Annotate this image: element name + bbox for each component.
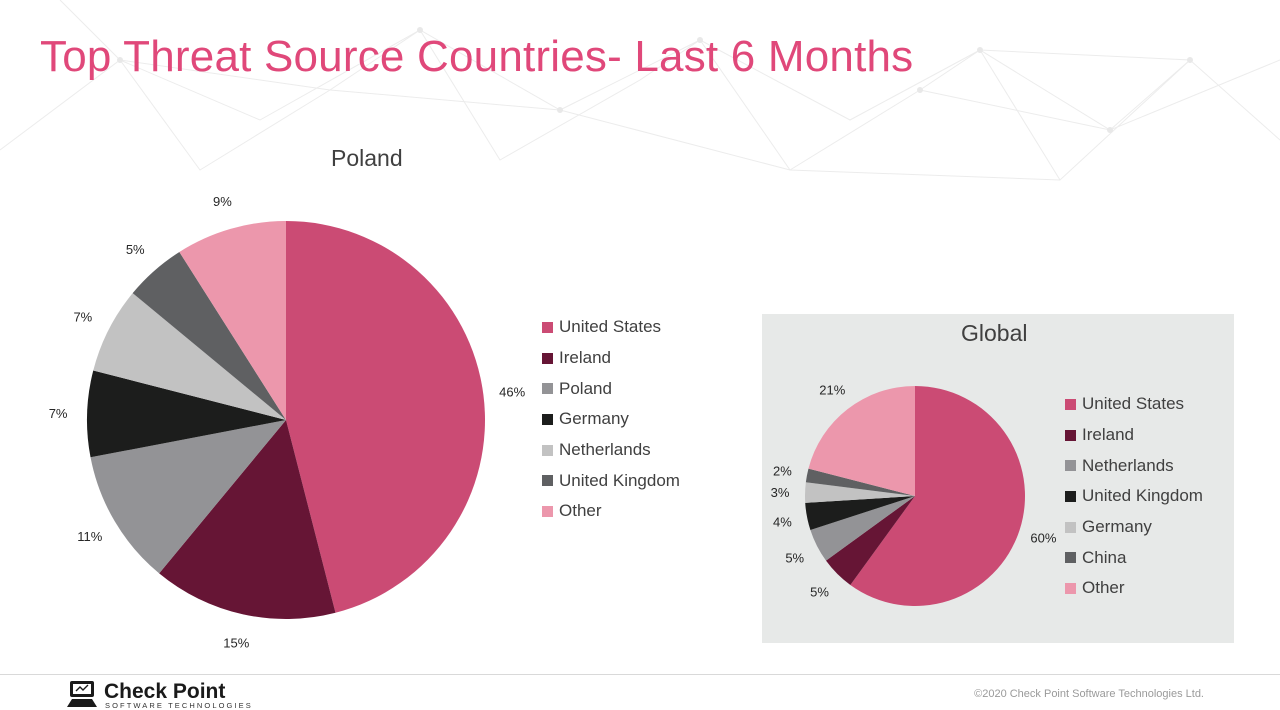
poland-legend-item-united-kingdom: United Kingdom [542, 465, 680, 496]
poland-label-ireland: 15% [223, 636, 249, 651]
global-slice-united-states [850, 386, 1025, 606]
global-slice-china [805, 468, 915, 496]
global-legend-item-ireland: Ireland [1065, 420, 1203, 451]
global-label-other: 21% [819, 382, 845, 397]
global-legend-label: United States [1082, 394, 1185, 414]
poland-legend-swatch [542, 383, 553, 395]
poland-chart-title: Poland [331, 145, 403, 171]
global-legend-item-china: China [1065, 542, 1203, 573]
poland-label-united-kingdom: 5% [126, 242, 145, 257]
poland-label-germany: 7% [49, 406, 68, 421]
poland-slice-poland [90, 420, 286, 574]
poland-slice-united-states [286, 221, 485, 613]
poland-slice-other [179, 221, 286, 420]
poland-label-other: 9% [213, 194, 232, 209]
poland-legend-label: Germany [559, 409, 629, 429]
poland-slice-netherlands [93, 293, 286, 420]
poland-legend-item-united-states: United States [542, 312, 680, 343]
poland-legend-swatch [542, 352, 553, 364]
poland-legend-item-other: Other [542, 496, 680, 527]
global-slice-united-kingdom [805, 496, 915, 530]
global-label-china: 2% [773, 464, 792, 479]
global-slice-netherlands [810, 496, 915, 561]
poland-slice-ireland [159, 420, 336, 619]
poland-legend-label: Ireland [559, 348, 611, 368]
global-legend-item-united-kingdom: United Kingdom [1065, 481, 1203, 512]
poland-legend-label: Poland [559, 378, 612, 398]
poland-label-united-states: 46% [499, 384, 525, 399]
poland-legend-item-ireland: Ireland [542, 343, 680, 374]
poland-slice-united-kingdom [132, 251, 286, 420]
poland-pie-chart: 46% 15% 11% 7% 7% 5% 9% [49, 194, 526, 651]
global-legend-item-united-states: United States [1065, 389, 1203, 420]
poland-legend-label: United Kingdom [559, 470, 680, 490]
copyright-notice: ©2020 Check Point Software Technologies … [974, 688, 1204, 700]
global-label-ireland: 5% [810, 584, 829, 599]
network-background [0, 0, 1280, 181]
poland-legend-label: United States [559, 317, 662, 337]
poland-label-netherlands: 7% [73, 309, 92, 324]
global-legend: United States Ireland Netherlands United Ki… [1065, 389, 1203, 604]
poland-legend-item-poland: Poland [542, 373, 680, 404]
global-legend-swatch [1065, 460, 1076, 472]
poland-slice-germany [87, 370, 287, 458]
poland-legend-item-netherlands: Netherlands [542, 435, 680, 466]
poland-legend-label: Other [559, 501, 602, 521]
global-legend-label: Germany [1082, 517, 1152, 537]
global-pie-chart: 60% 5% 5% 4% 3% 2% 21% [771, 382, 1057, 606]
poland-legend-swatch [542, 413, 553, 425]
global-legend-label: China [1082, 547, 1127, 567]
global-legend-swatch [1065, 521, 1076, 533]
global-legend-swatch [1065, 582, 1076, 594]
poland-legend-item-germany: Germany [542, 404, 680, 435]
global-legend-item-germany: Germany [1065, 512, 1203, 543]
poland-label-poland: 11% [77, 529, 102, 544]
global-slice-other [808, 386, 915, 496]
poland-legend-swatch [542, 475, 553, 487]
poland-legend-label: Netherlands [559, 440, 651, 460]
global-legend-swatch [1065, 490, 1076, 502]
global-legend-label: United Kingdom [1082, 486, 1203, 506]
global-label-netherlands: 5% [785, 550, 804, 565]
global-legend-label: Ireland [1082, 425, 1134, 445]
footer-divider [0, 674, 1280, 675]
global-legend-item-other: Other [1065, 573, 1203, 604]
global-slice-ireland [826, 496, 915, 585]
global-label-germany: 3% [771, 485, 790, 500]
computer-icon [67, 681, 97, 707]
logo-wordmark: Check Point [104, 680, 226, 703]
poland-legend-swatch [542, 444, 553, 456]
logo-tagline: SOFTWARE TECHNOLOGIES [105, 701, 253, 710]
global-label-united-kingdom: 4% [773, 514, 792, 529]
global-label-united-states: 60% [1030, 531, 1056, 546]
poland-legend-swatch [542, 505, 553, 517]
global-legend-swatch [1065, 429, 1076, 441]
global-legend-label: Other [1082, 578, 1125, 598]
slide-title: Top Threat Source Countries- Last 6 Mont… [40, 32, 914, 81]
global-legend-swatch [1065, 552, 1076, 564]
global-legend-swatch [1065, 398, 1076, 410]
global-legend-label: Netherlands [1082, 455, 1174, 475]
poland-legend-swatch [542, 321, 553, 333]
poland-legend: United States Ireland Poland Germany Netherl… [542, 312, 680, 527]
global-legend-item-netherlands: Netherlands [1065, 450, 1203, 481]
global-slice-germany [805, 482, 915, 503]
global-chart-title: Global [961, 320, 1028, 346]
